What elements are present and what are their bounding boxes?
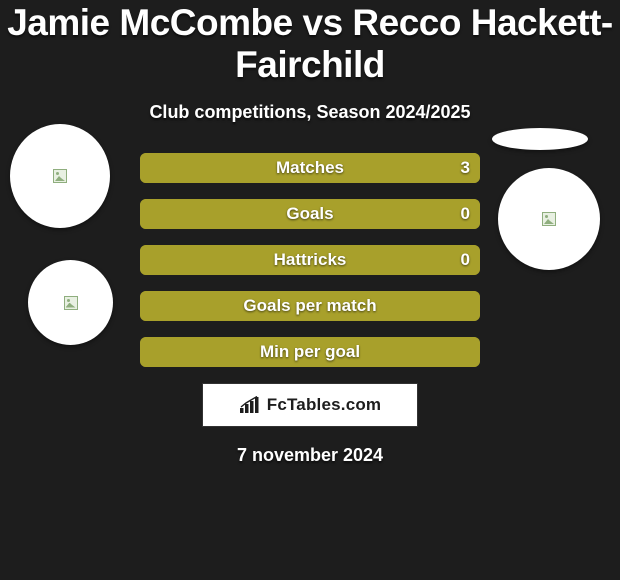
bar-label: Matches bbox=[140, 153, 480, 183]
bar-label: Min per goal bbox=[140, 337, 480, 367]
image-placeholder-icon bbox=[64, 296, 78, 310]
avatar-right_club bbox=[498, 168, 600, 270]
bar-value-right: 3 bbox=[461, 153, 470, 183]
bar-goals-per-match: Goals per match bbox=[140, 291, 480, 321]
bar-value-right: 0 bbox=[461, 245, 470, 275]
brand-chart-icon bbox=[239, 396, 261, 414]
date-line: 7 november 2024 bbox=[0, 445, 620, 466]
bar-label: Goals per match bbox=[140, 291, 480, 321]
page-title: Jamie McCombe vs Recco Hackett-Fairchild bbox=[0, 0, 620, 86]
bar-hattricks: Hattricks 0 bbox=[140, 245, 480, 275]
page-subtitle: Club competitions, Season 2024/2025 bbox=[0, 102, 620, 123]
bar-label: Hattricks bbox=[140, 245, 480, 275]
stat-bars: Matches 3 Goals 0 Hattricks 0 Goals per … bbox=[140, 153, 480, 367]
image-placeholder-icon bbox=[542, 212, 556, 226]
avatar-left_club bbox=[28, 260, 113, 345]
avatar-right_player bbox=[492, 128, 588, 150]
bar-label: Goals bbox=[140, 199, 480, 229]
bar-value-right: 0 bbox=[461, 199, 470, 229]
brand-text: FcTables.com bbox=[267, 395, 382, 415]
avatar-left_player bbox=[10, 124, 110, 228]
bar-goals: Goals 0 bbox=[140, 199, 480, 229]
image-placeholder-icon bbox=[53, 169, 67, 183]
bar-min-per-goal: Min per goal bbox=[140, 337, 480, 367]
bar-matches: Matches 3 bbox=[140, 153, 480, 183]
brand-box[interactable]: FcTables.com bbox=[202, 383, 418, 427]
